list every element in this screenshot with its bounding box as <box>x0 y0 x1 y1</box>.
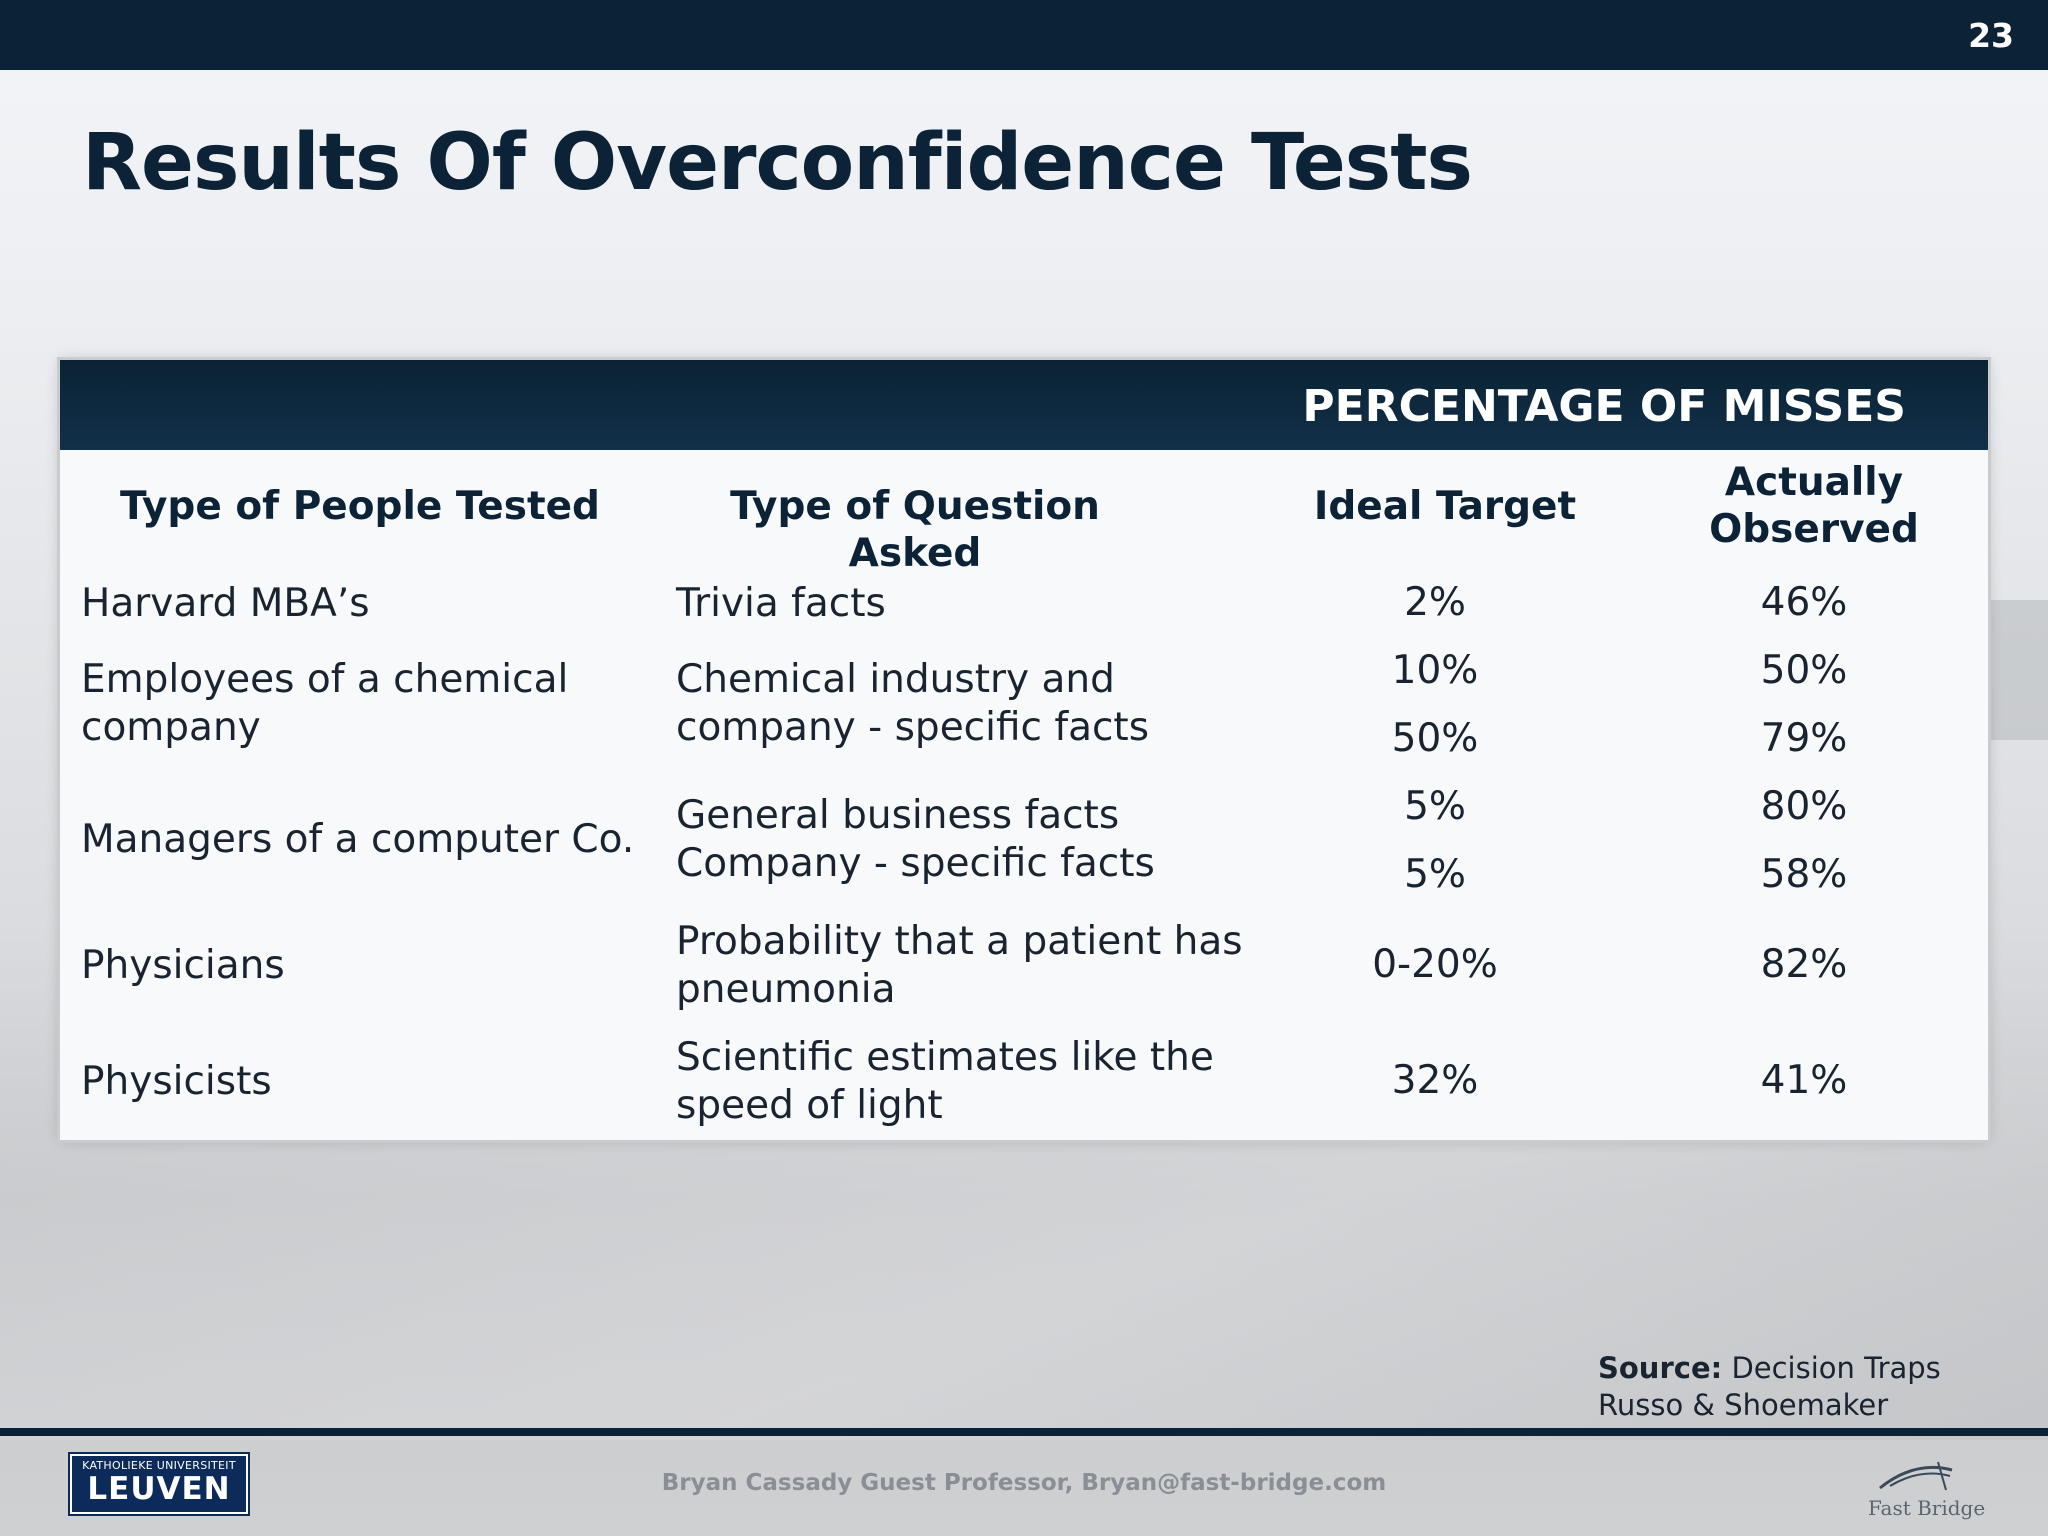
table-row-2-question: Chemical industry and company - specific… <box>676 656 1149 753</box>
source-authors: Russo & Shoemaker <box>1598 1387 1889 1422</box>
leuven-logo-name: LEUVEN <box>87 1471 231 1507</box>
table-row-5-question-line2: speed of light <box>676 1083 943 1129</box>
table-row-5-ideal: 32% <box>1391 1058 1479 1103</box>
column-header-ideal: Ideal Target <box>1313 484 1577 529</box>
table-row-4-question-line1: Probability that a patient has <box>676 919 1243 964</box>
table-row-4-question: Probability that a patient has pneumonia <box>676 918 1243 1015</box>
footer-contact: Bryan Cassady Guest Professor, Bryan@fas… <box>661 1470 1387 1496</box>
table-row-3-observed-2: 58% <box>1760 852 1848 897</box>
source-note: Source: Decision Traps Russo & Shoemaker <box>1598 1350 1941 1424</box>
table-row-1-people: Harvard MBA’s <box>81 581 370 626</box>
table-row-2-ideal-1: 10% <box>1391 648 1479 693</box>
table-row-1-observed: 46% <box>1760 580 1848 625</box>
table-row-3-question-line2: Company - specific facts <box>676 841 1155 887</box>
column-header-observed: Actually Observed <box>1654 460 1974 554</box>
table-row-5-question-line1: Scientific estimates like the <box>676 1035 1214 1080</box>
table-row-2-ideal-2: 50% <box>1391 716 1479 761</box>
table-row-4-people: Physicians <box>81 943 285 988</box>
footer-divider <box>0 1428 2048 1436</box>
table-row-3-observed-1: 80% <box>1760 784 1848 829</box>
source-title: Decision Traps <box>1731 1351 1941 1385</box>
table-row-4-observed: 82% <box>1760 942 1848 987</box>
table-row-3-ideal-1: 5% <box>1404 784 1466 829</box>
table-row-5-observed: 41% <box>1760 1058 1848 1103</box>
table-row-3-question: General business facts Company - specifi… <box>676 792 1155 889</box>
column-header-people: Type of People Tested <box>120 484 600 529</box>
table-row-2-question-line1: Chemical industry and <box>676 657 1115 702</box>
results-table: PERCENTAGE OF MISSES Type of People Test… <box>60 360 1988 1140</box>
table-row-2-people: Employees of a chemical company <box>81 656 568 753</box>
column-header-observed-line1: Actually <box>1724 460 1904 505</box>
table-row-2-people-line1: Employees of a chemical <box>81 657 569 702</box>
percentage-of-misses-header: PERCENTAGE OF MISSES <box>1302 381 1906 432</box>
column-header-question: Type of Question Asked <box>730 484 1100 576</box>
column-header-observed-line2: Observed <box>1709 506 1919 552</box>
table-row-3-question-line1: General business facts <box>676 793 1120 838</box>
background-road <box>0 1080 2048 1440</box>
page-number: 23 <box>1968 16 2014 55</box>
table-row-2-question-line2: company - specific facts <box>676 705 1150 751</box>
table-group-header: PERCENTAGE OF MISSES <box>60 360 1988 450</box>
table-row-2-people-line2: company <box>81 705 261 751</box>
table-row-1-question: Trivia facts <box>676 581 886 626</box>
leuven-logo-subtitle: KATHOLIEKE UNIVERSITEIT <box>82 1459 236 1472</box>
source-label: Source: <box>1598 1351 1723 1385</box>
table-row-2-observed-1: 50% <box>1760 648 1848 693</box>
table-row-4-question-line2: pneumonia <box>676 967 896 1013</box>
table-row-1-ideal: 2% <box>1404 580 1466 625</box>
table-row-2-observed-2: 79% <box>1760 716 1848 761</box>
top-bar: 23 <box>0 0 2048 70</box>
table-row-5-question: Scientific estimates like the speed of l… <box>676 1034 1214 1131</box>
leuven-logo: KATHOLIEKE UNIVERSITEIT LEUVEN <box>70 1454 248 1514</box>
background-bridge <box>1978 600 2048 740</box>
fast-bridge-logo-icon <box>1879 1461 1953 1491</box>
fast-bridge-logo-text: Fast Bridge <box>1868 1496 1986 1520</box>
slide-title: Results Of Overconfidence Tests <box>82 118 1473 208</box>
table-row-5-people: Physicists <box>81 1059 272 1104</box>
table-row-4-ideal: 0-20% <box>1372 942 1498 987</box>
table-row-3-people: Managers of a computer Co. <box>81 817 635 862</box>
table-row-3-ideal-2: 5% <box>1404 852 1466 897</box>
